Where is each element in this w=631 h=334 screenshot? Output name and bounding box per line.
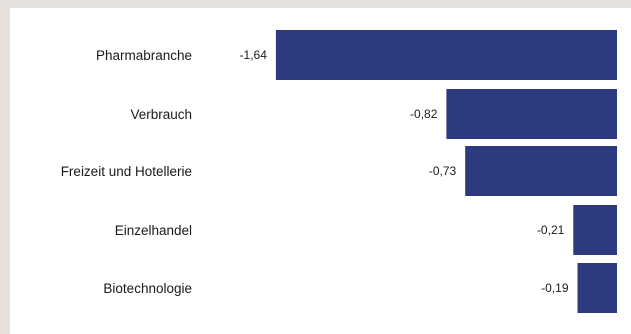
bar-verbrauch (446, 89, 617, 139)
category-label: Pharmabranche (96, 48, 192, 63)
category-labels-group: Pharmabranche Verbrauch Freizeit und Hotel… (61, 48, 192, 296)
bar-einzelhandel (573, 205, 617, 255)
value-label: -0,19 (541, 281, 569, 295)
category-label: Einzelhandel (115, 223, 192, 238)
value-labels-group: -1,64 -0,82 -0,73 -0,21 -0,19 (240, 48, 569, 295)
bar-freizeit-und-hotellerie (465, 146, 617, 196)
value-label: -0,73 (429, 164, 457, 178)
category-label: Freizeit und Hotellerie (61, 164, 192, 179)
category-label: Verbrauch (130, 107, 192, 122)
bar-biotechnologie (577, 263, 617, 313)
category-label: Biotechnologie (103, 281, 192, 296)
bar-pharmabranche (275, 30, 617, 80)
value-label: -0,21 (537, 223, 565, 237)
value-label: -1,64 (240, 48, 268, 62)
bars-group (275, 30, 617, 313)
value-label: -0,82 (410, 107, 438, 121)
